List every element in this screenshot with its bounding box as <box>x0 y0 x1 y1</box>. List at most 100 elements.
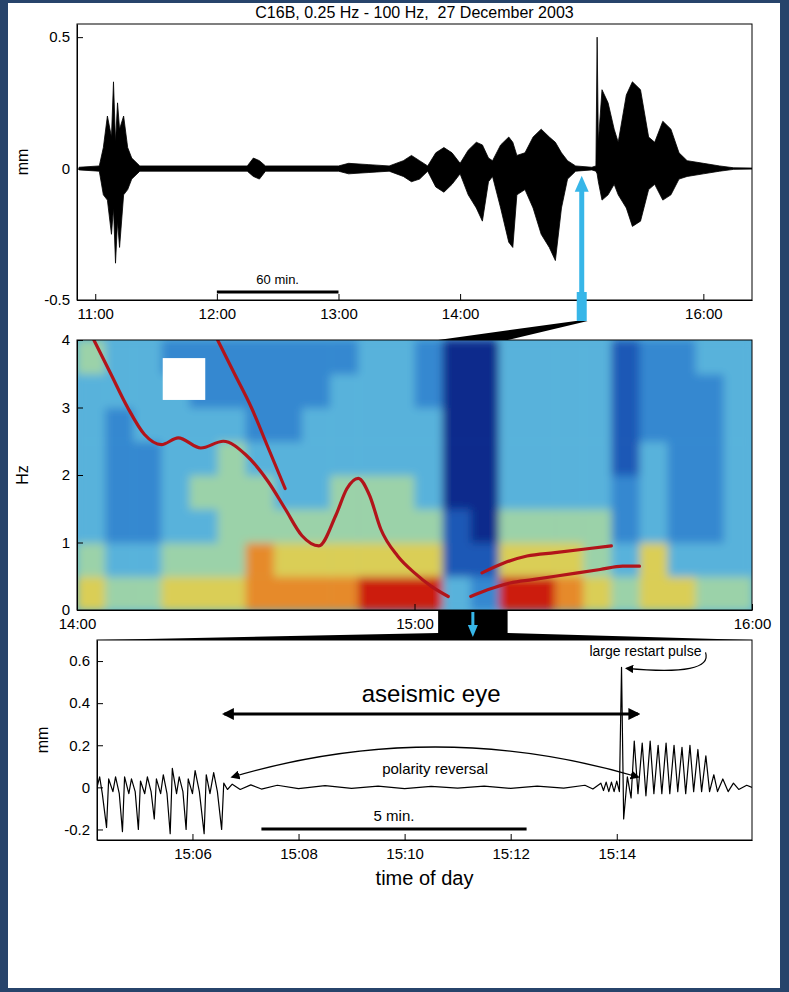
spectrogram-cell <box>668 475 697 509</box>
y-tick-label: -0.2 <box>64 821 90 838</box>
x-tick-mark <box>511 834 512 840</box>
x-tick-label: 15:10 <box>386 845 424 862</box>
plot-frame <box>97 640 752 840</box>
panel: 11:0012:0013:0014:0016:00-0.500.5mm60 mi… <box>14 24 753 322</box>
y-axis: 01234 <box>62 331 83 618</box>
x-tick: 15:14 <box>598 834 636 862</box>
y-axis-title: Hz <box>14 465 31 485</box>
spectrogram-cell <box>274 576 303 610</box>
spectrogram-cell <box>415 576 444 610</box>
spectrogram-cell <box>330 374 359 408</box>
spectrogram-cell <box>443 340 472 374</box>
spectrogram-cell <box>386 509 415 543</box>
spectrogram-cell <box>246 576 275 610</box>
spectrogram-cell <box>330 576 359 610</box>
spectral-track <box>471 566 640 596</box>
highlight-arrow <box>575 176 589 321</box>
spectrogram-cell <box>724 475 752 509</box>
spectrogram-cell <box>471 475 500 509</box>
spectrogram-cell <box>499 408 528 442</box>
spectrogram-cell <box>302 441 331 475</box>
y-tick-mark <box>97 661 103 662</box>
spectrogram-cell <box>668 374 697 408</box>
y-tick-label: 0.2 <box>69 737 90 754</box>
spectrogram-cell <box>443 543 472 577</box>
spectrogram-cell <box>246 340 275 374</box>
x-tick: 13:00 <box>320 294 358 322</box>
spectrogram-cell <box>218 475 247 509</box>
x-tick-label: 16:00 <box>734 615 772 632</box>
y-tick: 0 <box>62 160 83 177</box>
spectrogram-cell <box>415 441 444 475</box>
spectrogram-cells <box>77 340 752 610</box>
y-tick: 1 <box>62 534 83 551</box>
spectrogram-cell <box>443 509 472 543</box>
spectrogram-cell <box>471 374 500 408</box>
spectral-track <box>482 546 611 573</box>
panel: 15:0615:0815:1015:1215:14-0.200.20.40.6m… <box>34 640 753 889</box>
spectrogram-cell <box>358 543 387 577</box>
x-tick: 12:00 <box>199 294 237 322</box>
arrow-shaft <box>579 190 584 292</box>
annotation-label: large restart pulse <box>589 643 701 659</box>
spectrogram-cell <box>133 576 162 610</box>
spectrogram-cell <box>443 475 472 509</box>
spectrogram-cell <box>527 543 556 577</box>
spectrogram-cell <box>724 441 752 475</box>
zoom-wedge <box>438 321 588 340</box>
spectrogram-cell <box>499 374 528 408</box>
spectrogram-cell <box>386 340 415 374</box>
y-tick: 0 <box>82 779 103 796</box>
spectrogram-cell <box>640 543 669 577</box>
spectrogram-cell <box>386 576 415 610</box>
spectrogram-cell <box>358 441 387 475</box>
spectrogram-cell <box>77 441 106 475</box>
spectrogram-cell <box>330 509 359 543</box>
spectrogram-cell <box>555 475 584 509</box>
y-tick-label: 0.4 <box>69 694 90 711</box>
spectrogram-cell <box>274 408 303 442</box>
plot-area <box>77 340 752 610</box>
spectrogram-cell <box>611 374 640 408</box>
y-tick-label: 0 <box>62 160 70 177</box>
spectrogram-cell <box>246 509 275 543</box>
spectrogram-cell <box>133 475 162 509</box>
spectrogram-cell <box>611 475 640 509</box>
spectrogram-cell <box>274 374 303 408</box>
spectrogram-cell <box>471 340 500 374</box>
arrow-head <box>468 625 478 637</box>
spectrogram-cell <box>527 374 556 408</box>
y-tick: 0.2 <box>69 737 103 754</box>
restart-pulse-arrow <box>627 652 707 670</box>
spectrogram-cell <box>302 408 331 442</box>
y-tick-label: 2 <box>62 466 70 483</box>
spectrogram-cell <box>583 509 612 543</box>
spectrogram-cell <box>555 441 584 475</box>
x-tick-mark <box>217 294 218 300</box>
y-tick-label: -0.5 <box>44 291 70 308</box>
x-tick: 15:08 <box>280 834 318 862</box>
spectrogram-cell <box>386 408 415 442</box>
spectrogram-cell <box>133 340 162 374</box>
x-tick-mark <box>338 294 339 300</box>
spectrogram-cell <box>499 475 528 509</box>
spectrogram-cell <box>161 543 190 577</box>
y-tick: 0.4 <box>69 694 103 711</box>
y-tick-mark <box>77 169 83 170</box>
spectrogram-cell <box>77 408 106 442</box>
spectrogram-cell <box>190 509 219 543</box>
x-tick-mark <box>617 834 618 840</box>
spectrogram-cell <box>724 408 752 442</box>
spectrogram-cell <box>105 475 134 509</box>
spectrogram-cell <box>696 340 725 374</box>
spectrogram-cell <box>527 441 556 475</box>
scale-bar-label: 60 min. <box>256 272 299 287</box>
spectrogram-cell <box>105 441 134 475</box>
spectrogram-cell <box>302 374 331 408</box>
spectrogram-cell <box>724 543 752 577</box>
spectrogram-cell <box>611 543 640 577</box>
spectrogram-cell <box>696 509 725 543</box>
plot-area <box>79 37 752 263</box>
spectrogram-cell <box>443 374 472 408</box>
x-tick-label: 15:08 <box>280 845 318 862</box>
